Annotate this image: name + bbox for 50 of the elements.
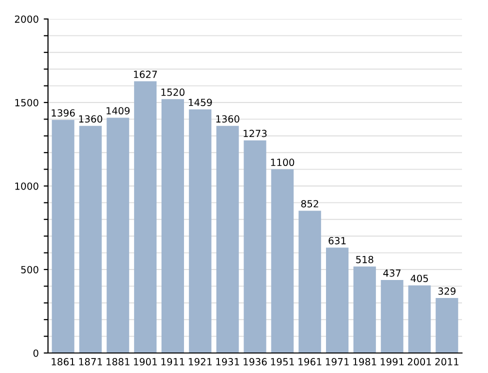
x-tick-label: 1871 [79, 358, 102, 366]
x-tick-label: 2001 [408, 358, 431, 366]
bar [106, 118, 130, 353]
y-tick-label: 2000 [14, 15, 38, 23]
y-tick-label: 0 [33, 349, 38, 357]
bar [326, 248, 348, 353]
data-label: 1360 [79, 115, 102, 123]
data-label: 1459 [188, 98, 212, 106]
x-tick-label: 1971 [326, 358, 349, 366]
data-label: 437 [383, 269, 401, 277]
bar [380, 280, 404, 353]
data-label: 1627 [134, 70, 157, 78]
data-label: 631 [328, 236, 346, 244]
data-label: 852 [301, 200, 318, 208]
bar [436, 298, 458, 353]
bar [271, 169, 294, 353]
data-label: 1100 [271, 158, 294, 166]
bar [298, 210, 322, 353]
data-label: 1409 [106, 107, 130, 114]
x-tick-label: 1881 [106, 358, 130, 366]
x-tick-label: 1961 [298, 358, 322, 366]
bar [162, 99, 184, 353]
data-label: 329 [438, 287, 456, 295]
data-label: 1360 [216, 115, 240, 123]
data-label: 1520 [161, 88, 184, 96]
y-tick-label: 1000 [15, 182, 38, 190]
x-tick-label: 1861 [52, 358, 75, 366]
x-tick-label: 1931 [216, 358, 240, 366]
bar [52, 120, 74, 353]
data-label: 405 [410, 274, 428, 282]
x-tick-label: 1921 [188, 358, 212, 366]
data-label: 1273 [244, 130, 267, 138]
bar [216, 126, 239, 353]
x-tick-label: 1901 [134, 358, 157, 366]
x-tick-label: 1991 [380, 358, 404, 366]
x-tick-label: 2011 [435, 358, 458, 366]
x-tick-label: 1951 [271, 358, 294, 366]
y-tick-label: 1500 [15, 98, 38, 106]
data-label: 1396 [52, 109, 75, 117]
bar [408, 285, 431, 353]
bar [244, 140, 266, 353]
bar [134, 81, 157, 353]
bar [79, 126, 102, 353]
bar [353, 266, 376, 353]
bar [188, 109, 212, 353]
x-tick-label: 1936 [244, 358, 267, 366]
y-tick-label: 500 [21, 266, 38, 274]
x-tick-label: 1911 [161, 358, 184, 366]
data-label: 518 [356, 256, 374, 264]
x-tick-label: 1981 [353, 358, 376, 366]
